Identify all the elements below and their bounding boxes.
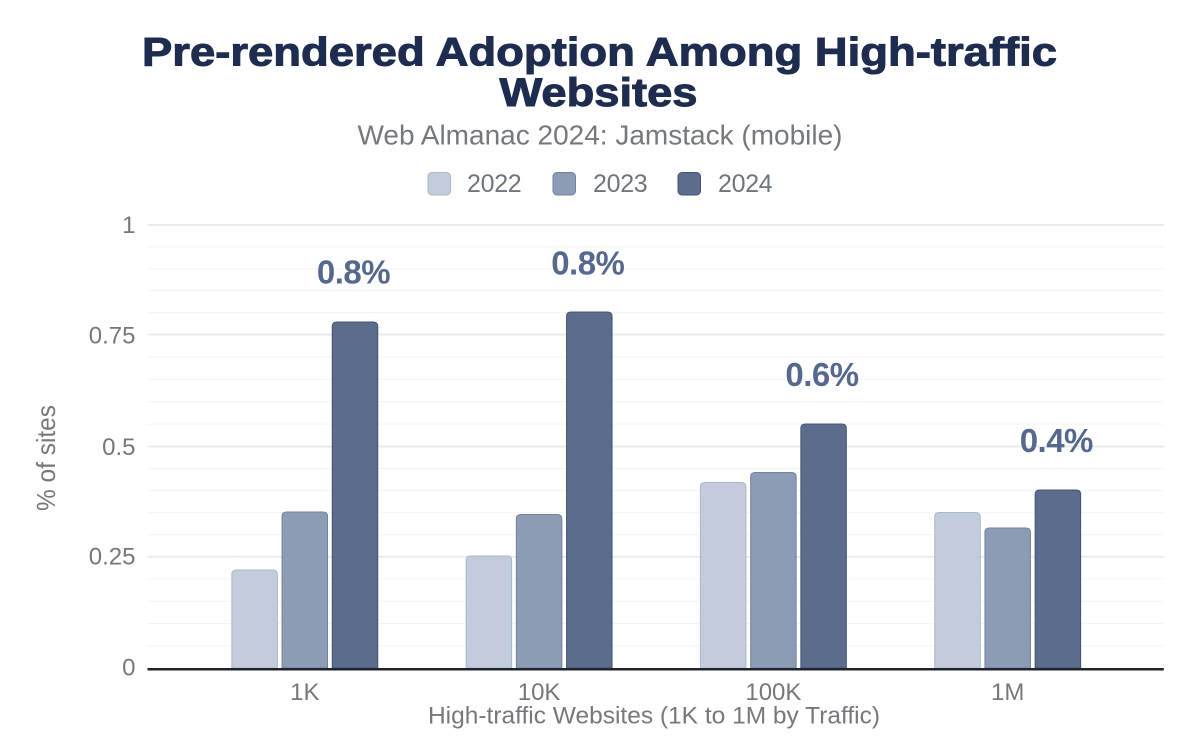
- svg-text:0.8%: 0.8%: [551, 245, 624, 282]
- svg-text:2024: 2024: [718, 170, 773, 198]
- svg-text:% of sites: % of sites: [31, 405, 61, 511]
- svg-text:0.25: 0.25: [89, 543, 136, 570]
- svg-text:0.8%: 0.8%: [317, 254, 390, 291]
- svg-text:2022: 2022: [467, 170, 521, 198]
- svg-text:Web Almanac 2024: Jamstack (mo: Web Almanac 2024: Jamstack (mobile): [357, 120, 842, 151]
- svg-text:100K: 100K: [745, 679, 801, 706]
- svg-text:Websites: Websites: [500, 71, 698, 115]
- svg-text:Pre-rendered Adoption Among Hi: Pre-rendered Adoption Among High-traffic: [142, 31, 1057, 75]
- svg-text:0.5: 0.5: [102, 434, 135, 461]
- svg-text:0.6%: 0.6%: [785, 356, 858, 393]
- svg-text:0.4%: 0.4%: [1020, 422, 1093, 459]
- svg-text:10K: 10K: [518, 679, 561, 706]
- svg-text:2023: 2023: [593, 170, 647, 198]
- svg-text:0.75: 0.75: [89, 322, 136, 349]
- svg-text:1: 1: [122, 212, 135, 239]
- svg-text:1K: 1K: [290, 679, 319, 706]
- svg-text:0: 0: [122, 654, 135, 681]
- svg-text:1M: 1M: [991, 679, 1024, 706]
- svg-text:High-traffic Websites (1K to 1: High-traffic Websites (1K to 1M by Traff…: [428, 703, 880, 730]
